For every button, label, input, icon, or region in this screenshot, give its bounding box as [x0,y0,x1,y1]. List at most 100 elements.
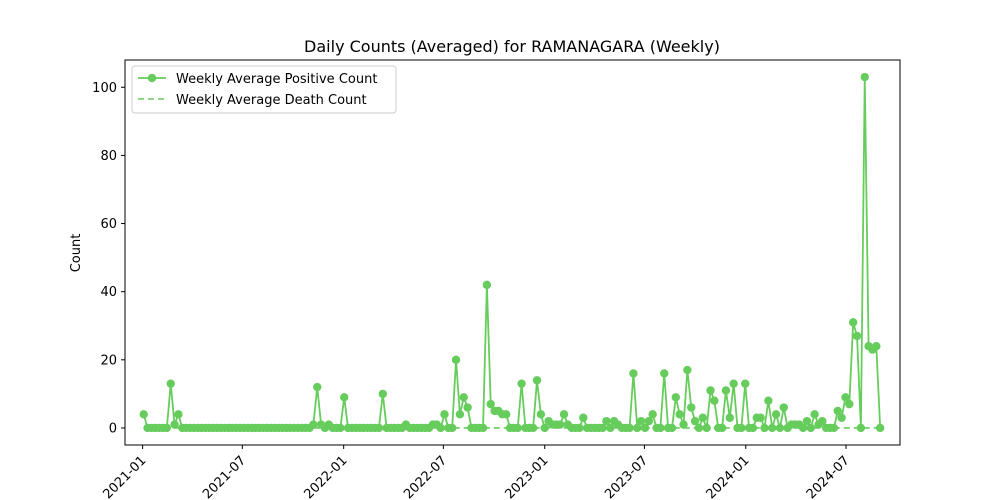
positive-series-point [579,413,588,422]
positive-series-point [671,393,681,402]
positive-series-point [447,423,457,433]
y-axis-label: Count [69,234,84,273]
positive-series-point [451,355,461,365]
positive-series-point [848,318,858,327]
positive-series-point [575,423,584,433]
positive-series-point [679,420,688,429]
positive-series-point [166,379,175,388]
positive-series-point [478,423,488,433]
positive-series-point [555,420,565,429]
positive-series-point [174,410,183,419]
positive-series-point [721,386,731,395]
positive-series-point [660,369,669,378]
positive-series-point [775,423,785,433]
positive-series-point [798,423,808,433]
positive-series-point [374,423,384,433]
positive-series-point [702,423,711,433]
positive-series-point [690,416,700,426]
positive-series-point [694,423,704,433]
positive-series-point [872,341,881,351]
positive-series-point [436,423,445,433]
legend-death-label: Weekly Average Death Count [176,93,367,108]
y-tick-label: 0 [109,421,117,436]
positive-series-point [852,331,862,341]
positive-series-point [779,403,788,412]
positive-series-point [698,413,708,422]
positive-series-point [764,396,773,405]
positive-series-point [725,413,734,422]
y-tick-label: 60 [100,217,117,232]
positive-series-point [829,423,839,433]
positive-series-point [336,423,345,433]
positive-series-point [625,423,634,433]
plot-marks [139,72,885,433]
positive-series-point [675,410,684,419]
positive-series-point [806,423,815,433]
positive-series-point [810,410,819,419]
positive-series-point [170,420,179,429]
positive-series-point [710,396,719,405]
positive-series-point [833,406,842,416]
positive-series-point [644,416,654,426]
y-tick-label: 20 [100,353,117,368]
positive-series-point [139,410,148,419]
positive-series-point [540,423,549,433]
positive-series-point [687,403,696,412]
positive-series-point [640,423,650,433]
plot-frame [124,59,901,446]
legend-box [131,65,397,114]
positive-series-point [856,423,866,433]
positive-series-point [860,72,869,82]
legend: Weekly Average Positive Count Weekly Aver… [131,65,397,114]
positive-series-point [528,423,538,433]
legend-positive-marker [147,73,157,83]
positive-series-point [656,423,665,433]
positive-series-point [602,416,611,426]
positive-series-point [648,410,657,419]
positive-series-point [440,410,449,419]
positive-series-point [629,369,638,378]
positive-series-point [513,423,522,433]
y-tick-label: 100 [92,81,117,96]
chart-title: Daily Counts (Averaged) for RAMANAGARA (… [304,37,720,56]
positive-series-point [633,423,642,433]
positive-series-point [486,399,495,409]
positive-series-point [737,423,746,433]
positive-series-point [768,423,777,433]
positive-series-point [313,382,322,392]
positive-series-point [845,399,854,409]
positive-series-point [532,376,542,385]
positive-series-point [729,379,738,388]
positive-series-point [875,423,885,433]
y-tick-label: 40 [100,285,117,300]
positive-series-point [748,423,758,433]
positive-series-point [455,410,465,419]
positive-series-point [378,389,387,399]
positive-series-point [771,410,781,419]
positive-series-point [501,410,511,419]
positive-series-point [463,403,472,412]
positive-series-point [717,423,727,433]
positive-series-point [309,420,318,429]
positive-series-point [683,365,692,375]
positive-series-point [706,386,715,395]
positive-series-point [482,280,492,290]
positive-series-point [340,393,349,402]
positive-series-point [162,423,172,433]
positive-series-point [741,379,750,388]
positive-series-point [536,410,546,419]
positive-series-point [802,416,812,426]
legend-positive-label: Weekly Average Positive Count [176,72,377,87]
positive-series-point [667,423,677,433]
positive-series-point [756,413,765,422]
positive-series-point [559,410,569,419]
positive-series-point [517,379,526,388]
y-tick-label: 80 [100,149,117,164]
positive-series-point [818,416,827,426]
positive-series-point [841,393,850,402]
positive-series-point [459,393,468,402]
positive-series-point [837,413,846,422]
positive-series-point [760,423,769,433]
positive-series-point [606,423,615,433]
